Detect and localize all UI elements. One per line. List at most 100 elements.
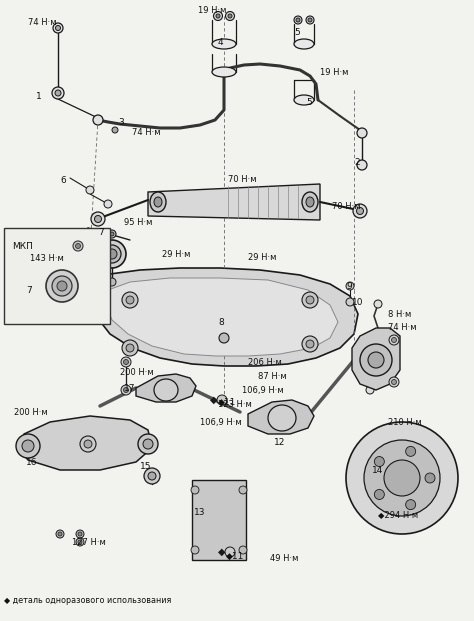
Text: 5: 5	[294, 28, 300, 37]
Circle shape	[76, 530, 84, 538]
Circle shape	[392, 337, 396, 343]
Text: 29 Н·м: 29 Н·м	[162, 250, 191, 259]
Circle shape	[122, 292, 138, 308]
Polygon shape	[192, 480, 246, 560]
Circle shape	[78, 532, 82, 536]
Circle shape	[78, 540, 82, 544]
Ellipse shape	[212, 39, 236, 49]
Circle shape	[217, 395, 227, 405]
Text: 106,9 Н·м: 106,9 Н·м	[200, 418, 242, 427]
Ellipse shape	[57, 281, 67, 291]
Circle shape	[219, 333, 229, 343]
Circle shape	[56, 530, 64, 538]
Text: 6: 6	[60, 176, 66, 185]
Text: 49 Н·м: 49 Н·м	[270, 554, 298, 563]
Circle shape	[306, 340, 314, 348]
FancyBboxPatch shape	[4, 228, 110, 324]
Circle shape	[94, 215, 101, 222]
Text: 7: 7	[26, 286, 32, 295]
Circle shape	[104, 200, 112, 208]
Circle shape	[239, 546, 247, 554]
Text: ◆: ◆	[210, 395, 218, 405]
Text: 74 Н·м: 74 Н·м	[388, 323, 417, 332]
Text: 8 Н·м: 8 Н·м	[388, 310, 411, 319]
Text: 29 Н·м: 29 Н·м	[248, 253, 276, 262]
Text: ◆ деталь одноразового использования: ◆ деталь одноразового использования	[4, 596, 172, 605]
Text: МКП: МКП	[12, 242, 33, 251]
Circle shape	[108, 278, 116, 286]
Circle shape	[346, 282, 354, 290]
Circle shape	[16, 434, 40, 458]
Ellipse shape	[154, 379, 178, 401]
Circle shape	[374, 489, 384, 499]
Text: ◆11: ◆11	[226, 552, 245, 561]
Text: 2: 2	[354, 158, 360, 167]
Text: 4: 4	[218, 38, 224, 47]
Circle shape	[406, 500, 416, 510]
Circle shape	[84, 440, 92, 448]
Circle shape	[356, 207, 364, 214]
Circle shape	[360, 344, 392, 376]
Polygon shape	[148, 184, 320, 220]
Ellipse shape	[294, 39, 314, 49]
Text: 5: 5	[306, 98, 312, 107]
Text: 87 Н·м: 87 Н·м	[258, 372, 287, 381]
Circle shape	[425, 473, 435, 483]
Circle shape	[121, 385, 131, 395]
Text: 17: 17	[124, 384, 136, 393]
Ellipse shape	[294, 95, 314, 105]
Ellipse shape	[306, 197, 314, 207]
Text: 206 Н·м: 206 Н·м	[248, 358, 282, 367]
Ellipse shape	[98, 240, 126, 268]
Circle shape	[55, 90, 61, 96]
Circle shape	[148, 472, 156, 480]
Circle shape	[91, 212, 105, 226]
Ellipse shape	[107, 249, 117, 259]
Circle shape	[124, 388, 128, 392]
Circle shape	[112, 127, 118, 133]
Polygon shape	[88, 268, 358, 366]
Circle shape	[306, 16, 314, 24]
Text: 10: 10	[352, 298, 364, 307]
Ellipse shape	[103, 245, 121, 263]
Text: 19 Н·м: 19 Н·м	[320, 68, 348, 77]
Circle shape	[144, 468, 160, 484]
Circle shape	[296, 18, 300, 22]
Polygon shape	[352, 328, 400, 390]
Text: 16: 16	[26, 458, 37, 467]
Circle shape	[52, 87, 64, 99]
Circle shape	[389, 335, 399, 345]
Text: 74 Н·м: 74 Н·м	[132, 128, 161, 137]
Text: 210 Н·м: 210 Н·м	[388, 418, 422, 427]
Text: 19 Н·м: 19 Н·м	[198, 6, 227, 15]
Text: 123 Н·м: 123 Н·м	[218, 400, 252, 409]
Text: 200 Н·м: 200 Н·м	[120, 368, 154, 377]
Ellipse shape	[150, 192, 166, 212]
Circle shape	[58, 532, 62, 536]
Circle shape	[216, 14, 220, 18]
Circle shape	[121, 357, 131, 367]
Circle shape	[389, 377, 399, 387]
Circle shape	[55, 25, 61, 30]
Text: 7: 7	[98, 228, 104, 237]
Circle shape	[357, 160, 367, 170]
Circle shape	[239, 486, 247, 494]
Circle shape	[191, 546, 199, 554]
Text: 3: 3	[118, 118, 124, 127]
Text: ◆11: ◆11	[218, 398, 237, 407]
Circle shape	[346, 422, 458, 534]
Circle shape	[22, 440, 34, 452]
Circle shape	[406, 446, 416, 456]
Ellipse shape	[302, 192, 318, 212]
Circle shape	[126, 296, 134, 304]
Text: 74 Н·м: 74 Н·м	[28, 18, 56, 27]
Ellipse shape	[154, 197, 162, 207]
Text: 12: 12	[274, 438, 285, 447]
Circle shape	[75, 243, 81, 248]
Circle shape	[368, 352, 384, 368]
Text: 200 Н·м: 200 Н·м	[14, 408, 47, 417]
Circle shape	[366, 386, 374, 394]
Circle shape	[364, 440, 440, 516]
Circle shape	[302, 292, 318, 308]
Text: ◆294 Н·м: ◆294 Н·м	[378, 510, 418, 519]
